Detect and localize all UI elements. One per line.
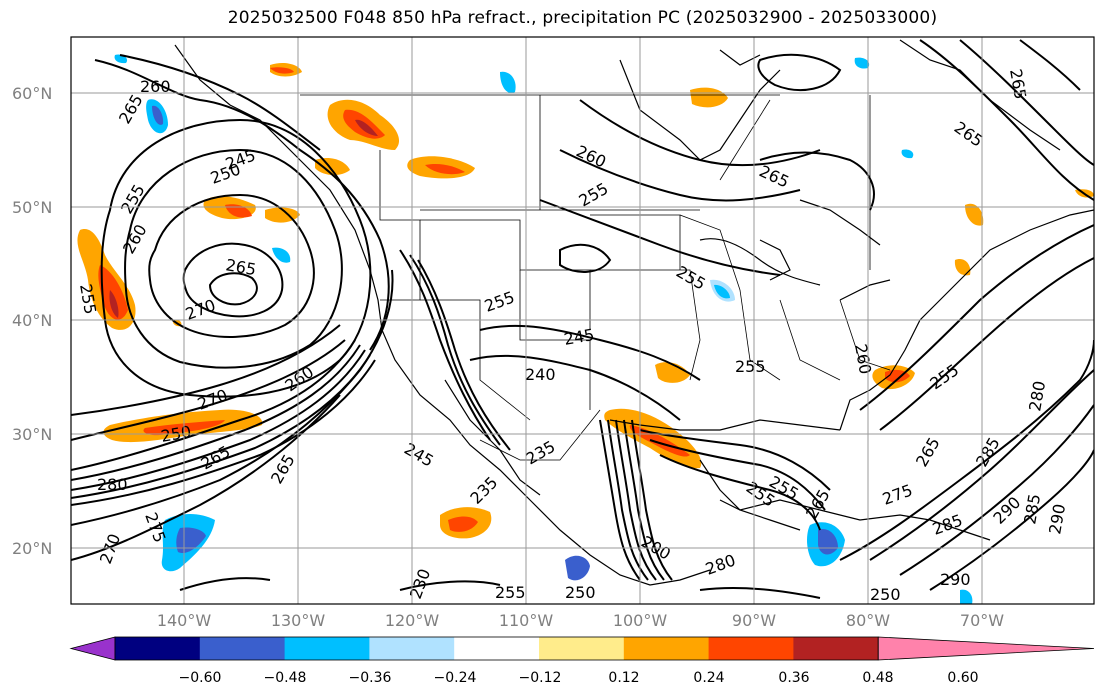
- colorbar-tick-label: 0.36: [778, 670, 809, 686]
- lon-label: 120°W: [385, 611, 440, 630]
- colorbar-swatch: [454, 637, 540, 660]
- colorbar-tick-label: 0.12: [608, 670, 639, 686]
- refractivity-contours: [71, 39, 1094, 599]
- graticule: [71, 37, 1094, 604]
- latitude-labels: 60°N 50°N 40°N 30°N 20°N: [12, 84, 52, 558]
- lon-label: 90°W: [732, 611, 776, 630]
- lat-label: 30°N: [12, 425, 52, 444]
- colorbar-frame: [114, 636, 879, 661]
- colorbar-swatch: [199, 637, 286, 660]
- contour-label: 290: [940, 570, 971, 589]
- lon-label: 80°W: [846, 611, 890, 630]
- colorbar-tick-label: 0.48: [862, 670, 893, 686]
- lon-label: 140°W: [157, 611, 212, 630]
- colorbar: −0.60 −0.48 −0.36 −0.24 −0.12 0.12 0.24 …: [69, 636, 1095, 686]
- lon-label: 70°W: [960, 611, 1004, 630]
- lon-label: 110°W: [499, 611, 554, 630]
- contour-label: 255: [735, 357, 766, 376]
- contour-label: 260: [140, 77, 171, 96]
- colorbar-swatch: [539, 637, 625, 660]
- contour-label: 280: [97, 475, 128, 494]
- lon-label: 130°W: [271, 611, 326, 630]
- contour-label: 240: [525, 365, 556, 384]
- colorbar-ticks: −0.60 −0.48 −0.36 −0.24 −0.12 0.12 0.24 …: [179, 670, 979, 686]
- lon-label: 100°W: [613, 611, 668, 630]
- colorbar-extend-high: [877, 636, 1095, 661]
- coastlines: [174, 39, 1094, 586]
- colorbar-swatch: [623, 637, 710, 660]
- colorbar-swatch: [708, 637, 794, 660]
- colorbar-extend-low: [69, 636, 116, 661]
- map-title: 2025032500 F048 850 hPa refract., precip…: [227, 8, 938, 28]
- colorbar-tick-label: 0.60: [947, 670, 978, 686]
- colorbar-swatch: [369, 637, 455, 660]
- longitude-labels: 140°W 130°W 120°W 110°W 100°W 90°W 80°W …: [157, 611, 1004, 630]
- lat-label: 40°N: [12, 311, 52, 330]
- colorbar-swatch: [793, 637, 879, 660]
- colorbar-tick-label: −0.24: [434, 670, 477, 686]
- contour-label: 255: [495, 583, 526, 602]
- lat-label: 20°N: [12, 539, 52, 558]
- plot-area: 260 265 245 250 255 260 265 270 255 260 …: [71, 37, 1094, 604]
- colorbar-swatches: [69, 636, 1095, 661]
- colorbar-tick-label: −0.48: [264, 670, 307, 686]
- colorbar-swatch: [115, 637, 201, 660]
- colorbar-tick-label: 0.24: [693, 670, 724, 686]
- precip-shading: [77, 54, 1094, 604]
- contour-label: 250: [870, 585, 901, 604]
- lat-label: 50°N: [12, 198, 52, 217]
- plot-frame: [70, 36, 1095, 605]
- colorbar-swatch: [284, 637, 370, 660]
- contour-label: 250: [565, 583, 596, 602]
- colorbar-tick-label: −0.60: [179, 670, 222, 686]
- colorbar-tick-label: −0.36: [349, 670, 392, 686]
- lat-label: 60°N: [12, 84, 52, 103]
- colorbar-tick-label: −0.12: [519, 670, 562, 686]
